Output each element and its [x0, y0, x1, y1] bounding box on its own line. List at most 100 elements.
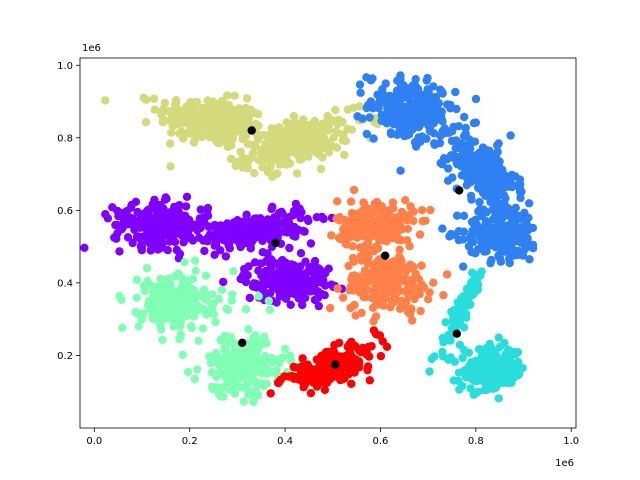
- data-point-cluster-2: [103, 214, 113, 223]
- data-point-cluster-5: [266, 389, 275, 398]
- data-point-cluster-6: [514, 357, 523, 367]
- data-point-cluster-0: [177, 127, 186, 136]
- data-point-cluster-3: [424, 295, 433, 304]
- data-point-cluster-2: [301, 257, 310, 266]
- data-point-cluster-1: [452, 211, 462, 220]
- data-point-cluster-0: [260, 145, 269, 155]
- data-point-cluster-1: [475, 232, 484, 241]
- data-point-cluster-0: [268, 172, 277, 182]
- data-point-cluster-4: [215, 370, 224, 379]
- data-point-cluster-1: [414, 96, 423, 105]
- data-point-cluster-4: [190, 304, 199, 313]
- data-point-cluster-3: [346, 197, 356, 206]
- data-point-cluster-4: [211, 317, 220, 327]
- data-point-cluster-6: [451, 312, 460, 322]
- data-point-cluster-0: [282, 118, 291, 127]
- data-point-cluster-5: [285, 372, 294, 381]
- data-point-cluster-2: [293, 269, 303, 279]
- data-point-cluster-0: [218, 107, 228, 117]
- data-point-cluster-6: [480, 371, 489, 380]
- data-point-cluster-2: [108, 203, 117, 212]
- data-point-cluster-5: [323, 347, 333, 357]
- data-point-cluster-4: [217, 359, 227, 369]
- data-point-cluster-2: [122, 220, 131, 229]
- data-point-cluster-3: [415, 289, 424, 299]
- data-point-cluster-1: [523, 234, 532, 243]
- data-point-cluster-2: [200, 246, 209, 256]
- data-point-cluster-0: [101, 96, 110, 105]
- data-point-cluster-5: [382, 342, 392, 351]
- data-point-cluster-3: [369, 261, 378, 270]
- data-point-cluster-1: [451, 87, 460, 97]
- data-point-cluster-2: [156, 215, 165, 224]
- data-point-cluster-1: [495, 166, 504, 175]
- data-point-cluster-1: [412, 142, 421, 151]
- data-point-cluster-6: [489, 369, 499, 378]
- data-point-cluster-1: [396, 166, 405, 175]
- data-point-cluster-4: [230, 339, 239, 348]
- data-point-cluster-3: [346, 282, 356, 291]
- data-point-cluster-6: [485, 339, 494, 349]
- data-point-cluster-0: [209, 107, 218, 116]
- data-point-cluster-1: [484, 230, 494, 239]
- data-point-cluster-3: [325, 303, 335, 313]
- data-point-cluster-1: [476, 155, 485, 164]
- data-point-cluster-1: [444, 164, 453, 173]
- data-point-cluster-0: [284, 136, 294, 146]
- data-point-cluster-2: [316, 266, 325, 275]
- data-point-cluster-3: [333, 284, 342, 293]
- data-point-cluster-2: [168, 233, 177, 242]
- data-point-cluster-2: [143, 237, 152, 246]
- data-point-cluster-5: [297, 366, 307, 376]
- data-point-cluster-4: [154, 302, 163, 312]
- data-point-cluster-0: [250, 140, 260, 150]
- centroid-point: [331, 360, 340, 369]
- data-point-cluster-5: [289, 362, 298, 372]
- data-point-cluster-4: [217, 285, 227, 295]
- data-point-cluster-1: [476, 208, 485, 218]
- data-point-cluster-2: [128, 238, 137, 248]
- data-point-cluster-3: [388, 198, 398, 207]
- data-point-cluster-6: [449, 376, 458, 385]
- data-point-cluster-2: [196, 205, 205, 214]
- data-point-cluster-2: [298, 300, 307, 310]
- x-axis-ticks: 0.0 0.2 0.4 0.6 0.8 1.0: [86, 428, 579, 447]
- points-layer: [80, 71, 538, 407]
- data-point-cluster-0: [265, 130, 275, 139]
- data-point-cluster-1: [516, 193, 525, 203]
- data-point-cluster-6: [458, 353, 467, 363]
- data-point-cluster-0: [295, 143, 305, 152]
- data-point-cluster-6: [503, 364, 513, 373]
- x-tick-label: 0.2: [182, 436, 198, 447]
- data-point-cluster-0: [213, 130, 222, 139]
- data-point-cluster-4: [132, 293, 141, 302]
- data-point-cluster-1: [466, 178, 475, 187]
- data-point-cluster-3: [333, 197, 342, 206]
- data-point-cluster-2: [285, 243, 294, 253]
- data-point-cluster-1: [507, 170, 517, 180]
- data-point-cluster-4: [220, 343, 229, 353]
- data-point-cluster-6: [494, 333, 503, 342]
- data-point-cluster-6: [467, 277, 476, 287]
- data-point-cluster-0: [178, 134, 188, 143]
- data-point-cluster-5: [365, 376, 374, 385]
- data-point-cluster-3: [417, 261, 426, 270]
- data-point-cluster-4: [131, 307, 140, 317]
- data-point-cluster-1: [506, 131, 515, 140]
- data-point-cluster-1: [448, 173, 457, 182]
- data-point-cluster-1: [430, 102, 439, 111]
- data-point-cluster-2: [194, 233, 204, 242]
- data-point-cluster-1: [466, 191, 476, 201]
- data-point-cluster-6: [499, 378, 508, 387]
- data-point-cluster-2: [295, 204, 304, 213]
- data-point-cluster-0: [200, 104, 209, 113]
- data-point-cluster-4: [137, 312, 146, 321]
- data-point-cluster-4: [230, 380, 240, 390]
- data-point-cluster-0: [349, 103, 358, 112]
- data-point-cluster-4: [171, 292, 180, 301]
- data-point-cluster-0: [141, 117, 151, 127]
- data-point-cluster-1: [521, 244, 530, 253]
- data-point-cluster-4: [239, 361, 248, 370]
- data-point-cluster-0: [149, 94, 159, 104]
- data-point-cluster-3: [392, 215, 402, 224]
